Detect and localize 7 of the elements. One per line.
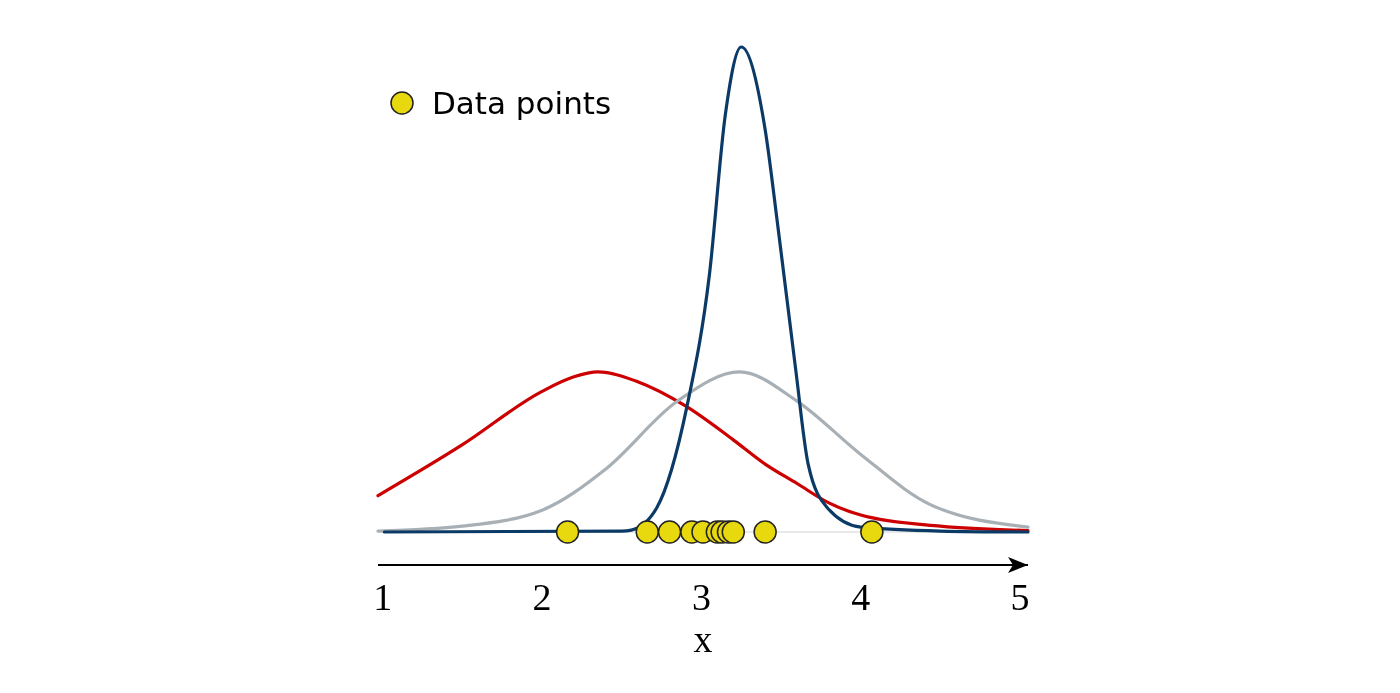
x-axis-title: x <box>693 618 713 660</box>
x-tick-label: 2 <box>532 576 552 618</box>
x-tick-label: 3 <box>691 576 711 618</box>
x-tick-label: 1 <box>373 576 393 618</box>
x-tick-label: 5 <box>1010 576 1030 618</box>
x-tick-label: 4 <box>851 576 871 618</box>
legend-label: Data points <box>432 85 612 121</box>
